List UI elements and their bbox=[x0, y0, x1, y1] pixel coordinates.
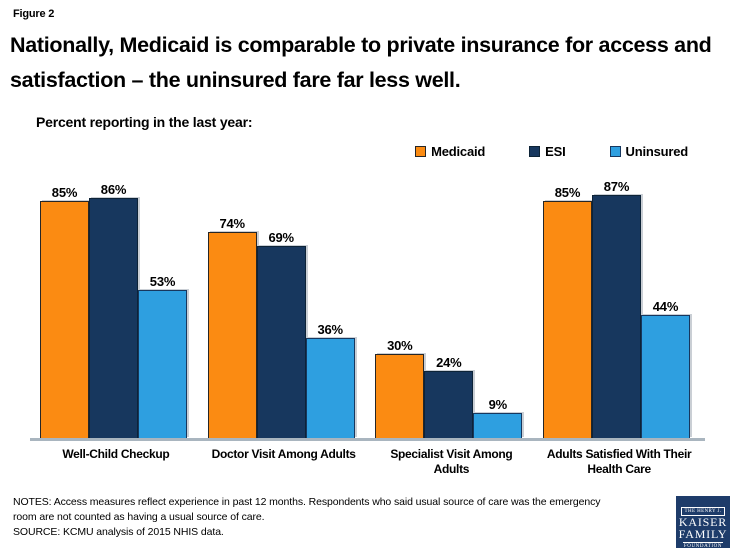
legend-item-medicaid: Medicaid bbox=[415, 144, 485, 159]
bar-esi-2: 69% bbox=[256, 230, 306, 438]
value-label-esi-1: 86% bbox=[100, 182, 127, 198]
value-label-esi-2: 69% bbox=[268, 229, 294, 245]
legend-swatch-uninsured-icon bbox=[609, 146, 621, 157]
bar-uninsured-3: 9% bbox=[473, 397, 523, 438]
legend-item-esi: ESI bbox=[529, 144, 566, 159]
category-label-4: Adults Satisfied With Their Health Care bbox=[546, 447, 692, 476]
value-label-uninsured-3: 9% bbox=[488, 396, 508, 412]
value-label-uninsured-1: 53% bbox=[149, 274, 176, 290]
notes-source-text: NOTES: Access measures reflect experienc… bbox=[13, 496, 601, 538]
bar-group-3: 30% 24% 9% bbox=[375, 159, 523, 438]
bar-group-2: 74% 69% 36% bbox=[207, 159, 355, 438]
bar-medicaid-2: 74% bbox=[207, 216, 257, 438]
value-label-esi-3: 24% bbox=[436, 355, 462, 371]
legend-item-uninsured: Uninsured bbox=[609, 144, 689, 159]
category-label-3: Specialist Visit Among Adults bbox=[390, 447, 513, 476]
bar-esi-3: 24% bbox=[424, 355, 474, 438]
chart-legend: Medicaid ESI Uninsured bbox=[415, 144, 688, 159]
plot-area: 85% 86% 53% 74% 69% 36% 30% 24% 9% 85% 87% 44% bbox=[30, 159, 705, 438]
bar-group-4: 85% 87% 44% bbox=[542, 159, 690, 438]
value-label-medicaid-2: 74% bbox=[219, 215, 245, 231]
bar-esi-4: 87% bbox=[591, 179, 641, 438]
value-label-medicaid-3: 30% bbox=[387, 338, 413, 354]
bar-uninsured-2: 36% bbox=[305, 322, 355, 438]
category-label-1: Well-Child Checkup bbox=[62, 447, 170, 461]
kff-logo-family-text: FAMILY bbox=[678, 526, 728, 541]
legend-swatch-esi-icon bbox=[529, 146, 541, 157]
bar-uninsured-1: 53% bbox=[138, 274, 187, 438]
value-label-esi-4: 87% bbox=[603, 179, 630, 195]
bar-uninsured-4: 44% bbox=[640, 299, 690, 438]
bar-medicaid-3: 30% bbox=[375, 338, 425, 438]
legend-swatch-medicaid-icon bbox=[415, 146, 427, 157]
kff-logo-kaiser-text: KAISER bbox=[678, 515, 728, 529]
kff-logo-foundation-text: FOUNDATION bbox=[683, 544, 723, 549]
x-axis-labels: Well-Child Checkup Doctor Visit Among Adu… bbox=[30, 447, 705, 477]
value-label-uninsured-4: 44% bbox=[652, 299, 679, 315]
bar-chart: 85% 86% 53% 74% 69% 36% 30% 24% 9% 85% 87% 44% Well… bbox=[30, 159, 705, 477]
kff-logo-henry-j-text: THE HENRY J. bbox=[680, 507, 726, 516]
legend-label-medicaid: Medicaid bbox=[431, 144, 486, 159]
kff-logo: THE HENRY J. KAISER FAMILY FOUNDATION bbox=[676, 496, 730, 549]
bar-medicaid-1: 85% bbox=[40, 185, 89, 438]
chart-subtitle: Percent reporting in the last year: bbox=[36, 114, 253, 130]
legend-label-uninsured: Uninsured bbox=[625, 144, 689, 159]
bar-medicaid-4: 85% bbox=[542, 185, 592, 438]
figure-label: Figure 2 bbox=[13, 8, 55, 20]
kff-logo-divider bbox=[683, 542, 723, 543]
category-label-2: Doctor Visit Among Adults bbox=[211, 447, 356, 461]
bar-esi-1: 86% bbox=[89, 182, 138, 438]
bar-group-1: 85% 86% 53% bbox=[40, 159, 187, 438]
value-label-medicaid-1: 85% bbox=[51, 184, 78, 200]
page-title: Nationally, Medicaid is comparable to pr… bbox=[10, 33, 712, 92]
legend-label-esi: ESI bbox=[545, 144, 566, 159]
value-label-uninsured-2: 36% bbox=[317, 321, 343, 337]
value-label-medicaid-4: 85% bbox=[554, 184, 581, 200]
x-axis-line bbox=[30, 438, 705, 441]
